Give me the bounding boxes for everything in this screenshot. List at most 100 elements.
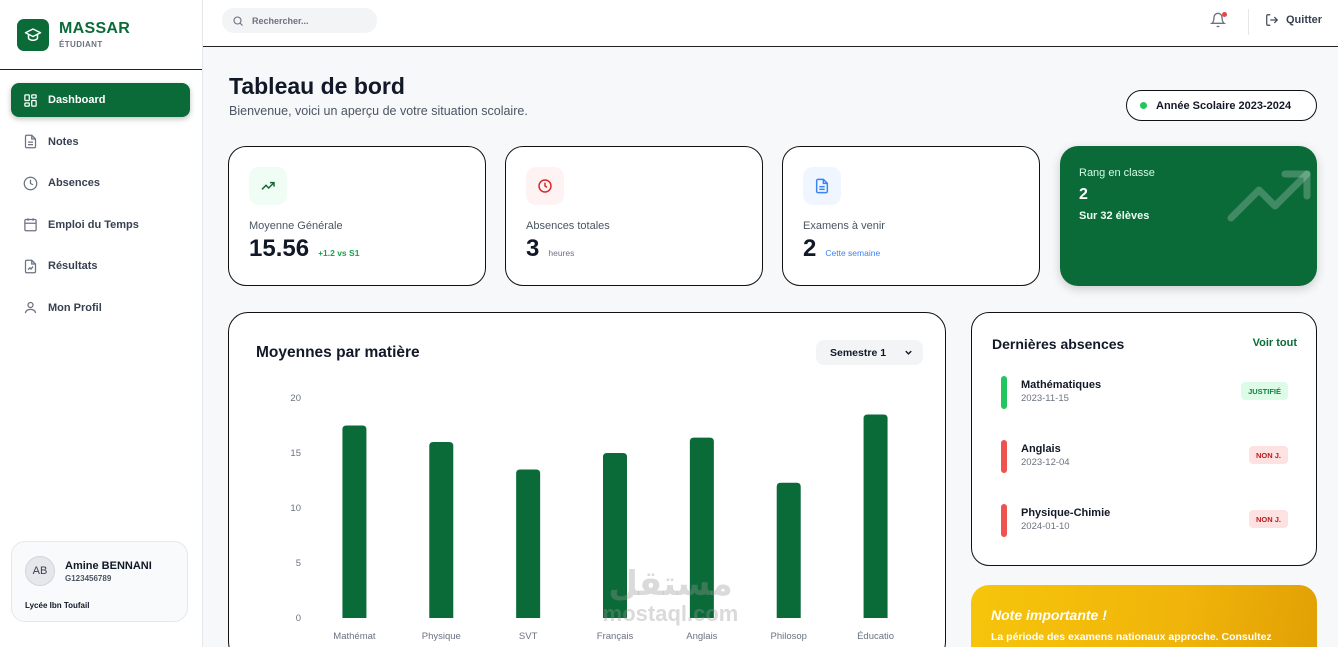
- page-subtitle: Bienvenue, voici un aperçu de votre situ…: [229, 104, 528, 118]
- sidebar-item-label: Absences: [48, 177, 100, 189]
- rank-subtitle: Sur 32 élèves: [1079, 210, 1150, 222]
- bar[interactable]: [776, 482, 801, 618]
- stat-label: Absences totales: [526, 220, 610, 232]
- sidebar-item-absences[interactable]: Absences: [11, 166, 190, 200]
- brand-name: MASSAR: [59, 20, 131, 37]
- absence-status-bar: [1001, 376, 1007, 409]
- document-icon: [24, 134, 37, 149]
- bar[interactable]: [429, 442, 454, 618]
- avatar: AB: [25, 556, 55, 586]
- sidebar-item-notes[interactable]: Notes: [11, 125, 190, 159]
- important-note-card: Note importante ! La période des examens…: [971, 585, 1317, 647]
- bar[interactable]: [689, 437, 714, 618]
- absence-status-bar: [1001, 440, 1007, 473]
- chart-title: Moyennes par matière: [256, 344, 420, 361]
- stat-note: heures: [548, 248, 575, 258]
- calendar-icon: [24, 218, 37, 232]
- user-icon: [24, 301, 37, 314]
- y-tick-label: 15: [290, 448, 301, 459]
- absence-item[interactable]: Physique-Chimie 2024-01-10 NON J.: [1001, 503, 1291, 539]
- stat-note: +1.2 vs S1: [318, 248, 360, 258]
- quit-button[interactable]: Quitter: [1265, 13, 1322, 27]
- user-name: Amine BENNANI: [65, 559, 152, 572]
- note-title: Note importante !: [991, 607, 1107, 623]
- page-title: Tableau de bord: [229, 73, 405, 99]
- absence-item[interactable]: Anglais 2023-12-04 NON J.: [1001, 439, 1291, 475]
- absence-subject: Physique-Chimie: [1021, 507, 1111, 519]
- bar[interactable]: [603, 453, 627, 618]
- absence-status-bar: [1001, 504, 1007, 537]
- bell-icon: [1209, 12, 1227, 28]
- sidebar-item-label: Notes: [48, 135, 79, 148]
- see-all-link[interactable]: Voir tout: [1252, 337, 1297, 349]
- stat-value: 3: [526, 235, 540, 262]
- sidebar-item-dashboard[interactable]: Dashboard: [11, 83, 190, 117]
- bar[interactable]: [342, 425, 367, 619]
- note-text: La période des examens nationaux approch…: [991, 631, 1272, 643]
- subject-averages-card: 0 5 10 15 20 Mathémat Physique SVT Français Angla…: [228, 312, 946, 647]
- y-tick-label: 10: [290, 503, 301, 514]
- sidebar: MASSAR ÉTUDIANT Dashboard Notes Absences…: [0, 0, 203, 647]
- sidebar-item-emploi-du-temps[interactable]: Emploi du Temps: [11, 208, 190, 242]
- bar-chart: 0 5 10 15 20 Mathémat Physique SVT Français Angla…: [290, 393, 894, 642]
- sidebar-item-label: Mon Profil: [48, 301, 102, 314]
- graduation-cap-icon: [17, 18, 49, 51]
- clock-icon: [526, 167, 564, 205]
- sidebar-item-mon-profil[interactable]: Mon Profil: [11, 291, 190, 325]
- stat-value: 2: [803, 235, 817, 262]
- y-tick-label: 0: [296, 613, 301, 624]
- x-tick-label: Mathémat: [333, 631, 376, 642]
- semester-value: Semestre 1: [830, 346, 887, 359]
- absence-date: 2023-12-04: [1021, 457, 1070, 468]
- search-box[interactable]: [222, 8, 377, 33]
- notifications-button[interactable]: [1209, 12, 1228, 30]
- sidebar-item-label: Dashboard: [48, 94, 106, 106]
- status-dot: [1140, 102, 1147, 109]
- recent-absences-card: Dernières absences Voir tout Mathématiqu…: [971, 312, 1317, 566]
- rank-label: Rang en classe: [1079, 167, 1155, 179]
- divider: [1248, 9, 1249, 35]
- absence-date: 2023-11-15: [1021, 393, 1069, 404]
- stat-card-moyenne: Moyenne Générale 15.56 +1.2 vs S1: [228, 146, 486, 286]
- brand-subtitle: ÉTUDIANT: [59, 40, 103, 49]
- user-id: G123456789: [65, 573, 112, 583]
- bar[interactable]: [863, 414, 888, 619]
- sidebar-nav: Dashboard Notes Absences Emploi du Temps…: [0, 70, 202, 325]
- absence-item[interactable]: Mathématiques 2023-11-15 JUSTIFIÉ: [1001, 375, 1291, 411]
- search-input[interactable]: [252, 15, 362, 26]
- absence-subject: Mathématiques: [1021, 379, 1102, 391]
- stat-value: 15.56: [249, 235, 310, 262]
- dashboard-icon: [24, 93, 37, 107]
- quit-label: Quitter: [1286, 14, 1323, 26]
- status-badge: JUSTIFIÉ: [1241, 382, 1288, 400]
- x-tick-label: SVT: [519, 631, 538, 642]
- sidebar-item-label: Résultats: [48, 260, 98, 272]
- absences-title: Dernières absences: [992, 336, 1125, 352]
- y-tick-label: 20: [290, 393, 301, 404]
- notification-dot: [1222, 12, 1227, 17]
- logout-icon: [1266, 14, 1279, 26]
- stat-label: Moyenne Générale: [249, 220, 343, 232]
- x-tick-label: Éducatio: [857, 631, 894, 642]
- school-year-label: Année Scolaire 2023-2024: [1156, 99, 1292, 112]
- x-tick-label: Philosop: [770, 631, 806, 642]
- document-icon: [803, 167, 841, 205]
- trending-up-icon: [249, 167, 287, 205]
- stat-card-absences: Absences totales 3 heures: [505, 146, 763, 286]
- brand: MASSAR ÉTUDIANT: [0, 0, 202, 70]
- sidebar-item-resultats[interactable]: Résultats: [11, 249, 190, 283]
- user-school: Lycée Ibn Toufail: [25, 601, 90, 610]
- school-year-badge: Année Scolaire 2023-2024: [1126, 90, 1317, 121]
- bar[interactable]: [516, 469, 541, 619]
- user-card[interactable]: AB Amine BENNANI G123456789 Lycée Ibn To…: [11, 541, 188, 622]
- y-tick-label: 5: [296, 558, 301, 569]
- rank-card: Rang en classe 2 Sur 32 élèves: [1060, 146, 1317, 286]
- semester-select[interactable]: Semestre 1: [816, 340, 923, 365]
- rank-value: 2: [1079, 186, 1088, 203]
- absence-subject: Anglais: [1021, 443, 1061, 455]
- x-tick-label: Français: [597, 631, 634, 642]
- topbar: Quitter: [203, 0, 1338, 47]
- file-chart-icon: [24, 259, 37, 273]
- status-badge: NON J.: [1248, 510, 1288, 528]
- sidebar-item-label: Emploi du Temps: [48, 218, 139, 231]
